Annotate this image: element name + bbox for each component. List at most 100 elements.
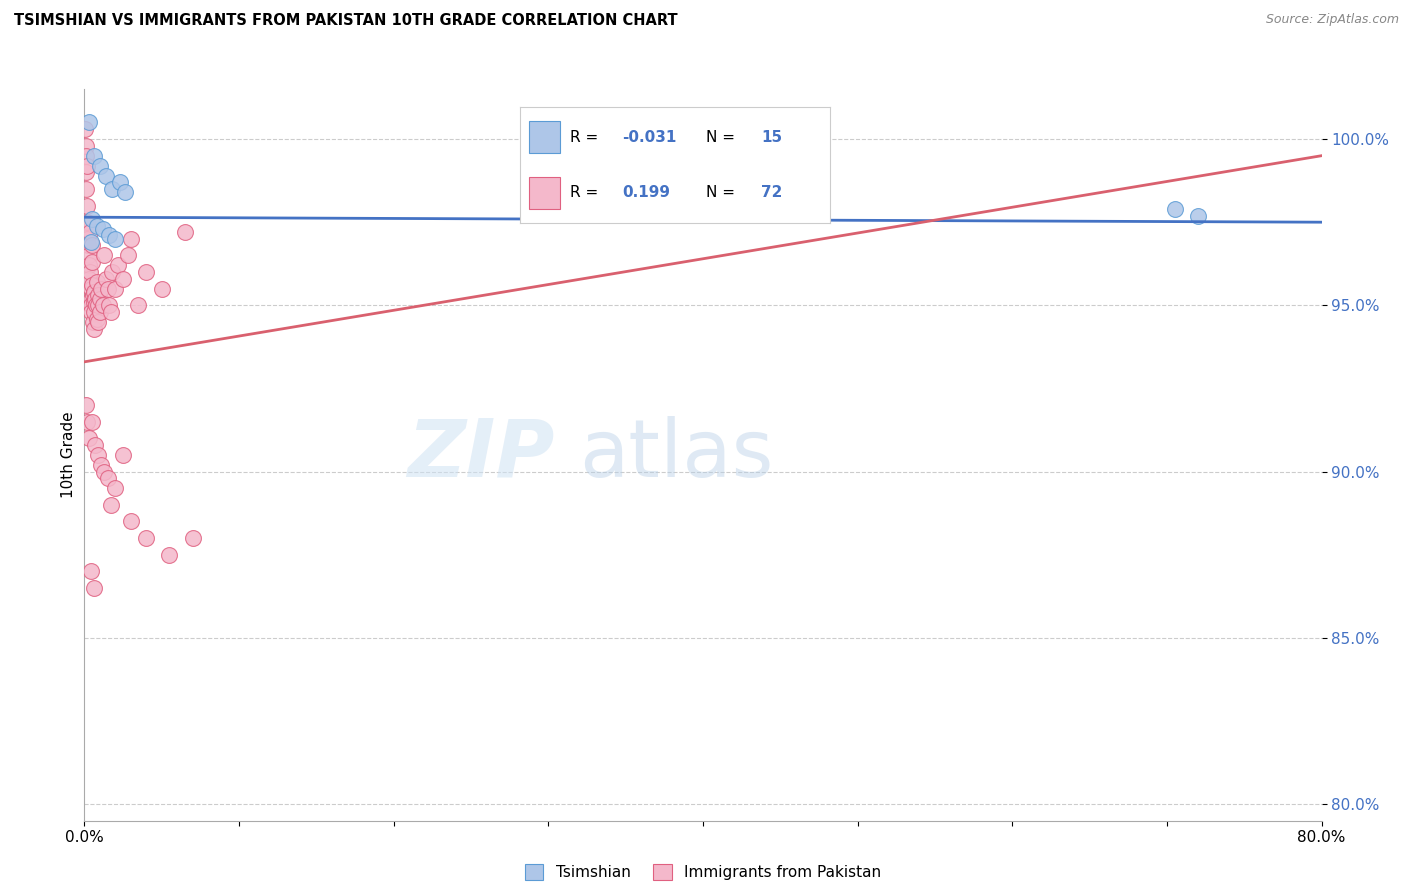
Point: [75, 182, 97, 196]
Point: [79, 564, 101, 578]
Point: [114, 186, 136, 200]
Point: [86, 288, 108, 302]
Point: [1164, 202, 1187, 216]
Point: [94, 271, 117, 285]
Point: [174, 225, 197, 239]
Point: [87, 448, 110, 462]
Point: [83, 321, 105, 335]
Point: [90, 282, 112, 296]
Point: [112, 448, 135, 462]
Text: 72: 72: [762, 186, 783, 201]
Point: [75, 149, 97, 163]
Point: [76, 215, 98, 229]
Text: R =: R =: [569, 186, 603, 201]
Legend: Tsimshian, Immigrants from Pakistan: Tsimshian, Immigrants from Pakistan: [519, 858, 887, 886]
Bar: [530, 177, 561, 209]
Text: ZIP: ZIP: [408, 416, 554, 494]
Point: [120, 515, 142, 529]
Text: 15: 15: [762, 129, 783, 145]
Point: [90, 458, 112, 472]
Text: N =: N =: [706, 186, 740, 201]
Point: [83, 581, 105, 595]
Point: [89, 305, 111, 319]
Point: [1187, 209, 1209, 223]
Point: [75, 398, 97, 412]
Point: [101, 182, 124, 196]
Point: [181, 531, 204, 545]
Point: [100, 305, 122, 319]
Point: [76, 159, 98, 173]
Point: [98, 298, 121, 312]
Point: [77, 259, 100, 273]
Point: [79, 292, 101, 306]
Point: [98, 228, 121, 243]
Point: [112, 271, 135, 285]
Point: [77, 271, 100, 285]
Point: [82, 278, 104, 293]
Point: [77, 431, 100, 445]
Point: [77, 115, 100, 129]
Text: N =: N =: [706, 129, 740, 145]
Point: [86, 311, 108, 326]
Point: [108, 175, 131, 189]
Point: [104, 481, 127, 495]
Point: [107, 259, 129, 273]
Point: [83, 305, 105, 319]
Point: [79, 265, 101, 279]
Point: [135, 265, 157, 279]
Point: [75, 138, 97, 153]
Point: [76, 232, 98, 246]
Point: [76, 415, 98, 429]
Point: [89, 292, 111, 306]
Point: [75, 122, 97, 136]
Point: [150, 282, 173, 296]
Point: [120, 232, 142, 246]
Point: [96, 471, 118, 485]
Point: [77, 238, 100, 252]
Text: R =: R =: [569, 129, 603, 145]
Point: [101, 265, 124, 279]
Text: Source: ZipAtlas.com: Source: ZipAtlas.com: [1265, 13, 1399, 27]
Point: [93, 248, 115, 262]
Point: [82, 238, 104, 252]
Point: [83, 149, 105, 163]
Text: -0.031: -0.031: [623, 129, 676, 145]
Point: [86, 219, 108, 233]
Point: [91, 298, 114, 312]
Point: [135, 531, 157, 545]
Point: [79, 225, 101, 239]
Point: [80, 298, 103, 312]
Bar: [530, 121, 561, 153]
Point: [89, 159, 111, 173]
Point: [87, 315, 110, 329]
Point: [80, 305, 103, 319]
Point: [91, 222, 114, 236]
Point: [79, 282, 101, 296]
Point: [82, 255, 104, 269]
Point: [87, 298, 110, 312]
Point: [82, 415, 104, 429]
Point: [77, 248, 100, 262]
Point: [100, 498, 122, 512]
Point: [76, 198, 98, 212]
Point: [96, 282, 118, 296]
Text: 0.199: 0.199: [623, 186, 671, 201]
Y-axis label: 10th Grade: 10th Grade: [60, 411, 76, 499]
Text: atlas: atlas: [579, 416, 773, 494]
Text: TSIMSHIAN VS IMMIGRANTS FROM PAKISTAN 10TH GRADE CORRELATION CHART: TSIMSHIAN VS IMMIGRANTS FROM PAKISTAN 10…: [14, 13, 678, 29]
Point: [84, 438, 107, 452]
Point: [83, 285, 105, 299]
Point: [82, 315, 104, 329]
Point: [117, 248, 139, 262]
Point: [84, 298, 107, 312]
Point: [104, 232, 127, 246]
Point: [82, 211, 104, 226]
Point: [127, 298, 149, 312]
Point: [94, 169, 117, 183]
Point: [82, 288, 104, 302]
Point: [93, 465, 115, 479]
Point: [84, 292, 107, 306]
Point: [83, 295, 105, 310]
Point: [79, 235, 101, 249]
Point: [159, 548, 180, 562]
